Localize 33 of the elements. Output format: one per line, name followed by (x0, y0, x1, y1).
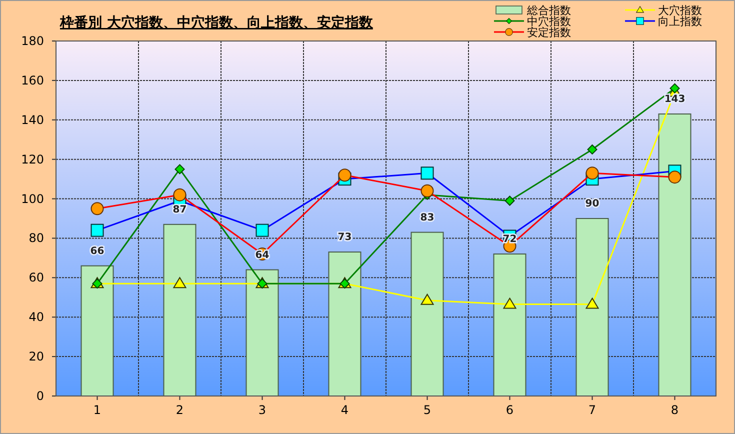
x-tick-label: 4 (340, 403, 349, 417)
point (420, 294, 434, 305)
data-label: 83 (420, 212, 434, 224)
x-tick-label: 7 (588, 403, 596, 417)
legend-label: 安定指数 (527, 26, 571, 39)
data-label: 66 (90, 246, 104, 257)
y-tick-label: 80 (28, 231, 44, 246)
x-tick-label: 5 (423, 403, 432, 417)
y-tick-label: 0 (36, 389, 44, 403)
legend-label: 中穴指数 (527, 15, 571, 28)
y-tick-label: 120 (21, 152, 44, 166)
y-tick-label: 100 (21, 192, 44, 206)
x-tick-label: 3 (258, 403, 266, 417)
y-tick-label: 40 (28, 310, 44, 324)
x-tick-label: 2 (176, 403, 184, 417)
point (503, 298, 516, 309)
data-label: 90 (585, 198, 600, 210)
legend-label: 総合指数 (526, 4, 571, 17)
legend-label: 大穴指数 (658, 4, 702, 17)
data-label: 72 (502, 234, 517, 245)
y-tick-label: 160 (21, 73, 44, 88)
y-tick-label: 20 (28, 350, 44, 364)
point (173, 277, 186, 288)
point (586, 298, 599, 309)
x-tick-label: 8 (670, 403, 679, 417)
y-tick-label: 180 (21, 34, 44, 48)
x-tick-label: 6 (506, 403, 514, 417)
y-tick-label: 140 (21, 112, 44, 127)
y-tick-label: 60 (28, 270, 44, 285)
x-tick-label: 1 (93, 403, 102, 417)
chart-title: 枠番別 大穴指数、中穴指数、向上指数、安定指数 (59, 14, 374, 31)
data-label: 87 (172, 204, 187, 216)
legend-label: 向上指数 (658, 15, 702, 28)
